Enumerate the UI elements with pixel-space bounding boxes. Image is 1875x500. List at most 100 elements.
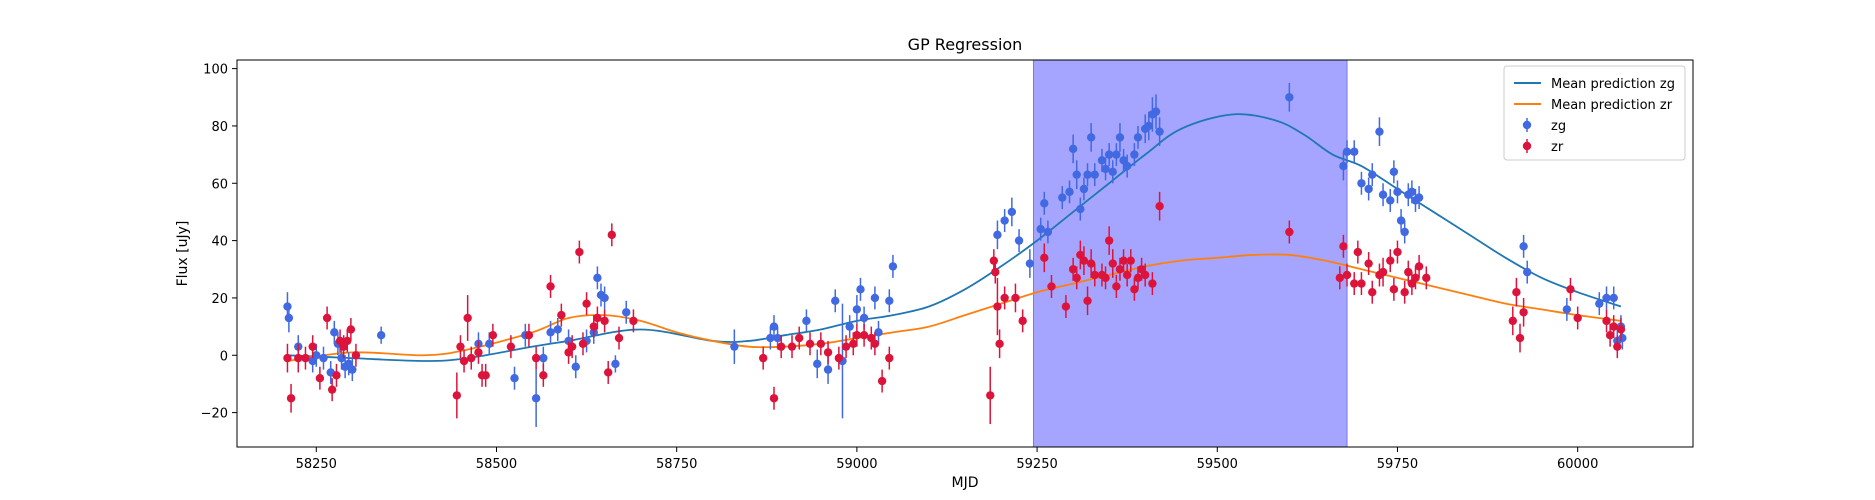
zr-data-point [1342, 263, 1352, 287]
y-tick-label: 0 [220, 349, 228, 364]
zr-data-point [488, 323, 498, 347]
zr-data-point [877, 369, 887, 393]
zr-data-point [1386, 249, 1395, 273]
x-tick-label: 58750 [656, 457, 697, 472]
x-tick-label: 58500 [476, 457, 517, 472]
zr-data-point [1353, 240, 1363, 264]
zr-data-point [1018, 309, 1027, 333]
zg-data-point [1151, 94, 1161, 129]
zg-data-point [1393, 180, 1402, 204]
zr-marker [459, 356, 469, 366]
x-tick-label: 60000 [1557, 457, 1598, 472]
zr-marker [322, 313, 332, 323]
zr-data-point [1112, 275, 1121, 298]
zr-data-point [885, 346, 894, 370]
zr-marker [539, 371, 548, 380]
zr-data-point [1155, 191, 1164, 221]
zg-marker [1072, 170, 1081, 179]
legend-label-zg-points: zg [1551, 119, 1566, 134]
zg-marker [1058, 193, 1067, 202]
zr-data-point [327, 378, 337, 402]
zr-marker [795, 333, 804, 343]
zr-data-point [1072, 266, 1081, 290]
zg-marker [1285, 93, 1294, 102]
zr-data-point [1400, 280, 1409, 304]
zr-marker [351, 351, 361, 360]
zr-marker [989, 256, 999, 265]
zr-data-point [1515, 323, 1525, 353]
zg-marker [888, 262, 898, 271]
zr-marker [589, 322, 598, 331]
zr-marker [1339, 242, 1348, 251]
zr-marker [1508, 316, 1518, 326]
zr-data-point [481, 363, 490, 387]
zr-data-point [1350, 272, 1359, 296]
zg-marker [611, 359, 620, 369]
zr-marker [1119, 256, 1128, 265]
zg-marker [546, 328, 555, 337]
zg-marker [600, 293, 609, 303]
zr-marker [524, 331, 534, 340]
y-tick-label: −20 [201, 407, 228, 422]
zg-data-point [348, 358, 357, 382]
zr-marker [614, 333, 624, 343]
zg-marker [330, 328, 339, 337]
zr-data-point [1083, 286, 1092, 316]
zg-data-point [1357, 171, 1366, 195]
zr-marker [1515, 333, 1525, 343]
zr-data-point [841, 335, 851, 359]
x-tick-label: 59250 [1016, 457, 1057, 472]
zg-marker [1375, 127, 1384, 136]
zr-marker [1422, 273, 1431, 283]
zr-marker [607, 230, 617, 240]
zr-data-point [1339, 234, 1348, 258]
zr-data-point [776, 335, 786, 359]
zg-marker [1043, 227, 1053, 237]
zg-data-point [1609, 286, 1618, 310]
zr-data-point [1613, 335, 1622, 359]
chart-title: GP Regression [908, 35, 1023, 54]
zg-data-point [845, 315, 854, 339]
zg-marker [859, 313, 869, 323]
zr-marker [286, 394, 296, 403]
zg-marker [1609, 293, 1618, 303]
zr-marker [1353, 247, 1363, 257]
zr-data-point [1616, 318, 1626, 341]
zr-marker [877, 376, 887, 386]
zg-marker [874, 328, 883, 337]
zr-data-point [283, 343, 292, 373]
zr-data-point [1061, 295, 1071, 318]
zr-marker [1357, 279, 1366, 288]
zr-data-point [1512, 277, 1521, 307]
zr-data-point [294, 343, 303, 373]
zr-data-point [1040, 243, 1049, 273]
zg-marker [376, 331, 386, 340]
zg-marker [1396, 216, 1406, 225]
zg-data-point [730, 329, 739, 364]
zg-marker [1144, 121, 1154, 131]
zr-data-point [1389, 277, 1399, 301]
zr-data-point [456, 335, 465, 359]
zr-marker [1393, 247, 1402, 257]
zr-marker [1148, 279, 1157, 288]
zg-data-point [531, 369, 541, 427]
zr-marker [1155, 202, 1164, 211]
zr-marker [1378, 267, 1388, 277]
zg-data-point [831, 289, 840, 313]
zr-marker [604, 368, 613, 377]
zr-marker [1512, 288, 1521, 297]
zr-marker [776, 342, 786, 351]
zr-marker [859, 331, 869, 340]
zg-marker [1068, 144, 1078, 154]
zg-data-point [1043, 220, 1053, 244]
zr-marker [452, 391, 462, 400]
zr-data-point [1104, 226, 1114, 255]
zr-data-point [852, 323, 862, 347]
zr-data-point [859, 323, 869, 347]
y-tick-label: 60 [211, 177, 228, 192]
zg-marker [1368, 170, 1377, 179]
zr-data-point [758, 346, 768, 370]
zr-marker [885, 353, 894, 363]
zr-data-point [1079, 246, 1089, 275]
